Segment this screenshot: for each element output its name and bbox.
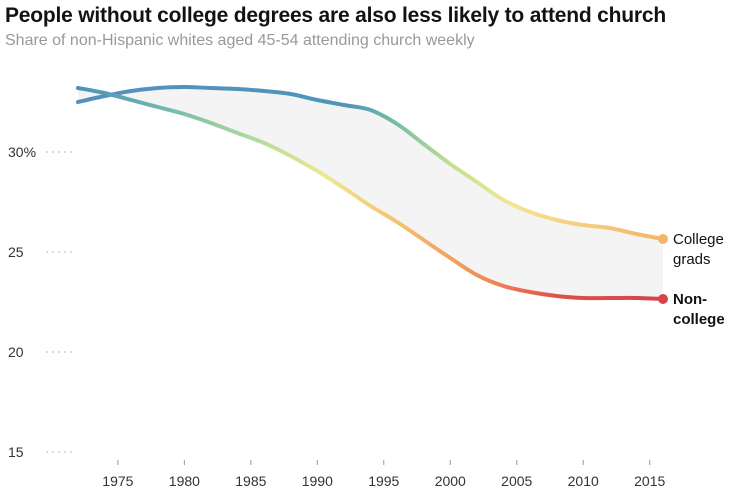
series-end-point xyxy=(658,294,668,304)
y-tick-label: 15 xyxy=(8,444,24,460)
series-label: College grads xyxy=(673,231,724,268)
x-tick-label: 2015 xyxy=(634,473,665,489)
x-tick-label: 1980 xyxy=(169,473,200,489)
x-tick-label: 2005 xyxy=(501,473,532,489)
y-tick-label: 30% xyxy=(8,144,36,160)
series-line-non-college xyxy=(76,86,665,301)
y-tick-label: 20 xyxy=(8,344,24,360)
x-tick-label: 2000 xyxy=(435,473,466,489)
chart-title: People without college degrees are also … xyxy=(5,4,666,27)
x-axis: 1975 1980 1985 1990 1995 2000 2005 2010 2015 xyxy=(102,460,665,489)
series-line-college-grads xyxy=(76,85,665,241)
gap-band xyxy=(78,87,663,299)
y-axis: 15 20 25 30% xyxy=(8,144,76,460)
end-markers: College grads Non-college xyxy=(658,231,725,328)
series-label: Non-college xyxy=(673,291,725,328)
x-tick-label: 1975 xyxy=(102,473,133,489)
x-tick-label: 1995 xyxy=(368,473,399,489)
y-tick-label: 25 xyxy=(8,244,24,260)
chart-subtitle: Share of non-Hispanic whites aged 45-54 … xyxy=(5,32,475,49)
series-end-point xyxy=(658,234,668,244)
x-tick-label: 1990 xyxy=(302,473,333,489)
x-tick-label: 2010 xyxy=(568,473,599,489)
x-tick-label: 1985 xyxy=(235,473,266,489)
